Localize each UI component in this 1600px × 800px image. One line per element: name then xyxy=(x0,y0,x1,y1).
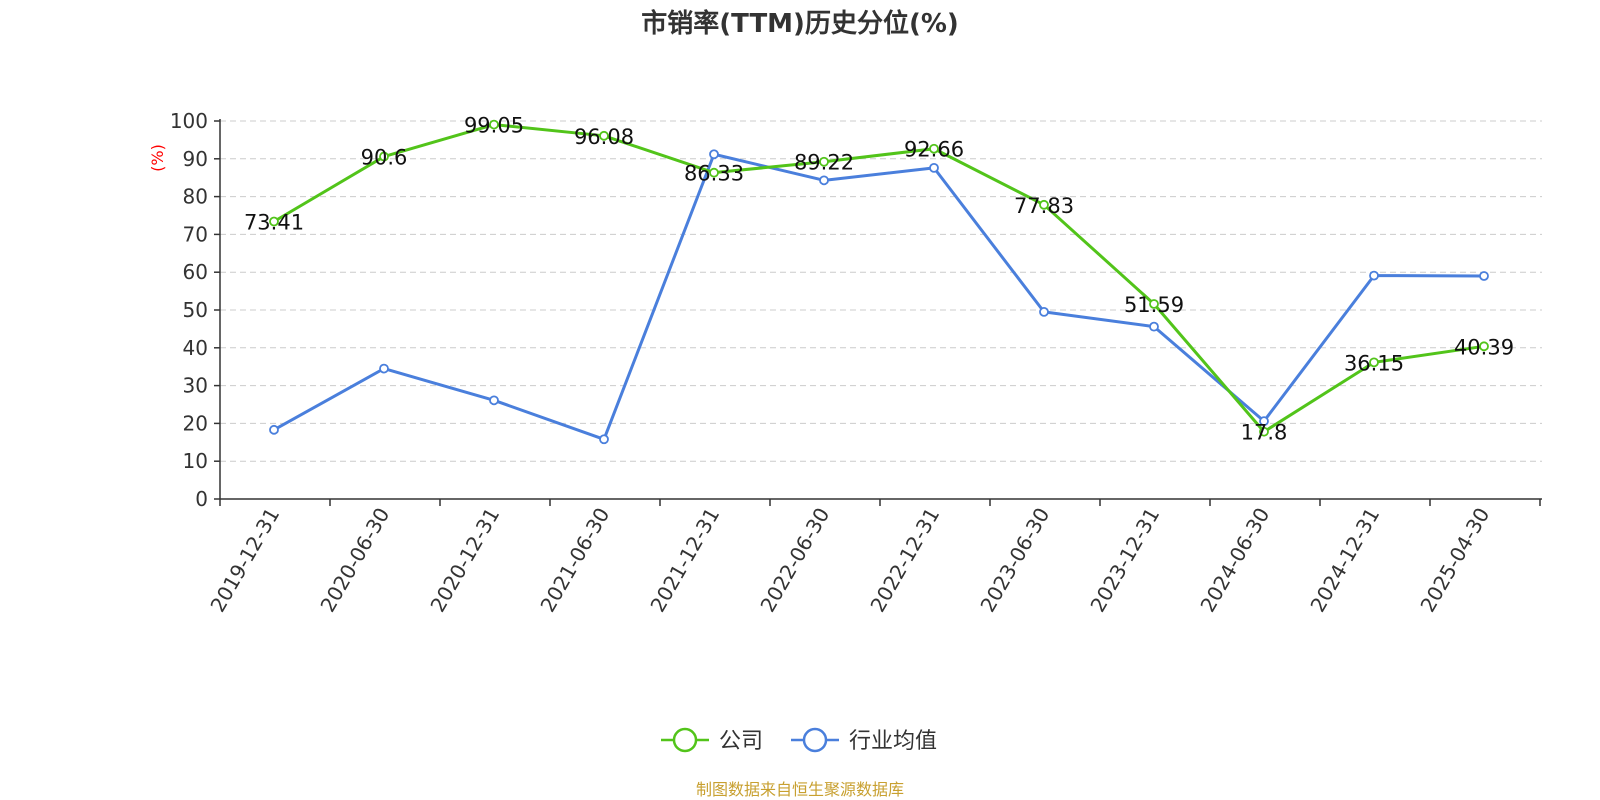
y-tick-label: 70 xyxy=(183,222,208,246)
y-axis-label: (%) xyxy=(148,144,167,172)
data-point-industry-average[interactable] xyxy=(709,149,719,160)
data-labels: 73.41 90.6 99.05 96.08 86.33 89.22 92.66 77.83 5… xyxy=(244,114,1514,445)
data-point-company[interactable] xyxy=(709,167,719,178)
x-tick-label: 2022-06-30 xyxy=(755,504,834,617)
series-line-industry-average xyxy=(272,152,1486,441)
data-point-industry-average[interactable] xyxy=(489,395,499,406)
x-tick-label: 2021-06-30 xyxy=(535,504,614,617)
data-point-company[interactable] xyxy=(929,143,939,154)
data-point-industry-average[interactable] xyxy=(379,363,389,374)
data-point-company[interactable] xyxy=(1369,357,1379,368)
x-tick-label: 2023-12-31 xyxy=(1085,504,1164,617)
x-tick-label: 2025-04-30 xyxy=(1415,504,1494,617)
y-tick-label: 20 xyxy=(183,411,208,435)
data-label: 51.59 xyxy=(1124,293,1184,317)
data-point-company[interactable] xyxy=(379,151,389,162)
data-point-company[interactable] xyxy=(1259,426,1269,437)
legend-item-company[interactable]: 公司 xyxy=(661,727,763,754)
y-tick-label: 100 xyxy=(170,109,208,133)
data-label: 89.22 xyxy=(794,151,854,175)
x-tick-label: 2020-12-31 xyxy=(425,504,504,617)
data-source-note: 制图数据来自恒生聚源数据库 xyxy=(696,780,904,799)
y-tick-label: 50 xyxy=(183,298,208,322)
data-point-industry-average[interactable] xyxy=(1479,271,1489,281)
x-tick-label: 2024-12-31 xyxy=(1305,504,1384,617)
axes: 0 10 20 30 40 50 60 70 80 90 100 2019-12-31 2020-06-… xyxy=(170,109,1542,616)
data-label: 77.83 xyxy=(1014,194,1074,218)
data-point-company[interactable] xyxy=(599,130,609,141)
data-label: 73.41 xyxy=(244,211,304,235)
data-point-industry-average[interactable] xyxy=(269,424,279,435)
data-point-company[interactable] xyxy=(1479,341,1489,352)
data-point-industry-average[interactable] xyxy=(1259,416,1269,427)
x-tick-label: 2022-12-31 xyxy=(865,504,944,617)
data-label: 40.39 xyxy=(1454,335,1514,359)
data-point-company[interactable] xyxy=(269,216,279,227)
x-tick-label: 2021-12-31 xyxy=(645,504,724,617)
x-tick-label: 2024-06-30 xyxy=(1195,504,1274,617)
data-label: 92.66 xyxy=(904,138,964,162)
chart-title: 市销率(TTM)历史分位(%) xyxy=(641,8,959,39)
series-group xyxy=(269,119,1489,445)
y-tick-label: 10 xyxy=(183,449,208,473)
data-point-industry-average[interactable] xyxy=(819,175,829,186)
x-tick-label: 2023-06-30 xyxy=(975,504,1054,617)
grid-lines xyxy=(220,120,1542,462)
data-point-industry-average[interactable] xyxy=(1149,321,1159,332)
legend-swatch-marker xyxy=(802,727,828,753)
data-label: 96.08 xyxy=(574,125,634,149)
data-label: 36.15 xyxy=(1344,351,1404,375)
x-tick-label: 2019-12-31 xyxy=(205,504,284,617)
data-point-company[interactable] xyxy=(1039,199,1049,210)
legend-label: 行业均值 xyxy=(849,729,937,754)
legend-label: 公司 xyxy=(719,729,763,754)
legend[interactable]: 公司 行业均值 xyxy=(661,727,937,754)
x-tick-label: 2020-06-30 xyxy=(315,504,394,617)
data-point-industry-average[interactable] xyxy=(929,162,939,173)
y-tick-label: 80 xyxy=(183,185,208,209)
data-point-industry-average[interactable] xyxy=(1369,270,1379,281)
y-tick-label: 40 xyxy=(183,336,208,360)
y-tick-label: 60 xyxy=(183,260,208,284)
y-tick-label: 0 xyxy=(195,487,208,511)
data-point-industry-average[interactable] xyxy=(1039,306,1049,317)
series-line-company xyxy=(272,123,1486,434)
data-point-company[interactable] xyxy=(1149,299,1159,309)
data-label: 90.6 xyxy=(361,146,408,170)
y-tick-label: 30 xyxy=(183,374,208,398)
data-point-industry-average[interactable] xyxy=(599,434,609,445)
data-label: 17.8 xyxy=(1241,421,1288,445)
legend-swatch-marker xyxy=(672,727,698,753)
data-point-company[interactable] xyxy=(819,156,829,167)
legend-item-industry-average[interactable]: 行业均值 xyxy=(791,727,937,754)
y-tick-label: 90 xyxy=(183,147,208,171)
data-label: 86.33 xyxy=(684,162,744,186)
data-point-company[interactable] xyxy=(489,119,499,130)
data-label: 99.05 xyxy=(464,114,524,138)
